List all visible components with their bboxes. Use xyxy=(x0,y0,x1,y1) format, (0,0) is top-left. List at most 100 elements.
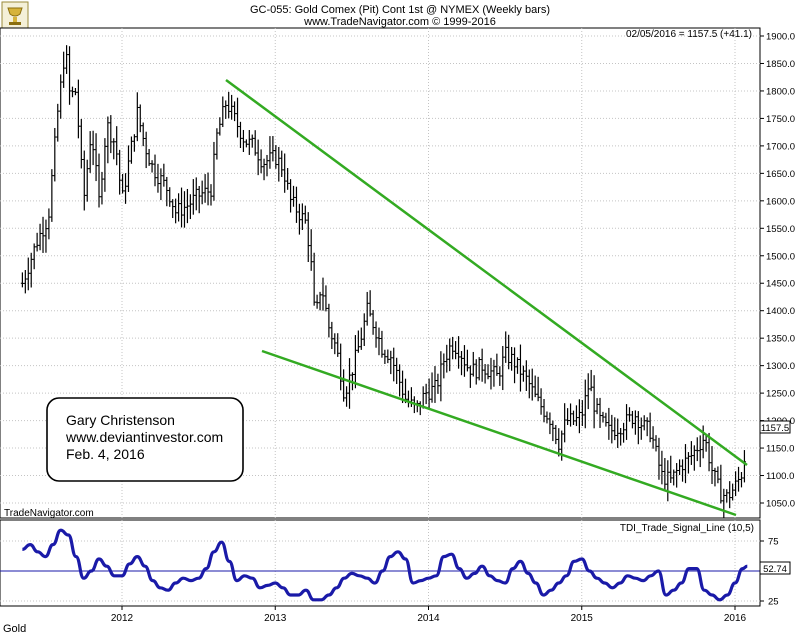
ohlc-bar xyxy=(548,412,552,435)
ohlc-bar xyxy=(315,294,319,309)
ohlc-bar xyxy=(371,309,375,335)
ohlc-bar xyxy=(480,348,484,382)
ohlc-bar xyxy=(342,369,346,402)
ohlc-bar xyxy=(400,370,405,404)
ohlc-bar xyxy=(182,191,187,228)
ohlc-bar xyxy=(725,489,729,503)
watermark-label: TradeNavigator.com xyxy=(4,508,94,519)
ohlc-bar xyxy=(59,74,63,119)
ohlc-bar xyxy=(94,133,98,182)
ohlc-bar xyxy=(380,330,384,358)
ohlc-bar xyxy=(504,331,508,363)
ohlc-bar xyxy=(262,158,266,181)
ohlc-bar xyxy=(174,198,178,224)
ohlc-bar xyxy=(312,252,316,306)
ohlc-bar xyxy=(165,176,169,207)
price-grid xyxy=(0,28,760,518)
ohlc-bar xyxy=(141,122,145,147)
indicator-panel: TDI_Trade_Signal_Line (10,5) 75 25 52.74 xyxy=(0,519,791,608)
ohlc-bar xyxy=(221,96,225,128)
ohlc-bar xyxy=(218,117,222,136)
price-tick-label: 1300.0 xyxy=(766,361,795,372)
ohlc-bar xyxy=(168,187,172,207)
ohlc-bar xyxy=(445,344,449,373)
ohlc-bar xyxy=(318,291,322,311)
ohlc-bar xyxy=(589,369,593,392)
ohlc-bar xyxy=(123,173,128,204)
ohlc-bar xyxy=(395,357,399,385)
ohlc-bar xyxy=(568,403,573,427)
ohlc-bar xyxy=(489,357,493,390)
upper-trendline xyxy=(225,78,748,467)
price-tick-label: 1350.0 xyxy=(766,334,795,345)
ohlc-bar xyxy=(156,163,160,193)
ohlc-bar xyxy=(159,168,163,201)
ohlc-bar xyxy=(197,186,201,214)
ohlc-bar xyxy=(120,173,125,194)
annotation-author: Gary Christenson xyxy=(66,412,175,428)
ohlc-bar xyxy=(677,459,682,476)
ohlc-bar xyxy=(686,452,691,474)
ohlc-bar xyxy=(300,203,304,231)
ohlc-bar xyxy=(621,422,626,443)
ohlc-bar xyxy=(206,172,210,206)
ohlc-bar xyxy=(403,378,408,404)
ohlc-bar xyxy=(309,229,313,271)
ohlc-bar xyxy=(713,467,717,487)
indicator-panel-frame xyxy=(0,519,761,607)
ohlc-bar xyxy=(147,148,151,166)
ohlc-bar xyxy=(232,101,237,122)
ohlc-bar xyxy=(607,407,611,440)
ohlc-bar xyxy=(733,471,738,496)
ohlc-bar xyxy=(604,412,608,427)
price-tick-label: 1250.0 xyxy=(766,389,795,400)
ohlc-bar xyxy=(515,357,520,374)
ohlc-bar xyxy=(454,341,458,360)
ohlc-bar xyxy=(200,180,204,205)
ohlc-bar xyxy=(85,159,89,202)
ohlc-bar xyxy=(176,193,181,222)
ohlc-bar xyxy=(253,130,257,156)
ohlc-bar xyxy=(439,351,443,402)
ohlc-bar xyxy=(235,97,240,138)
ohlc-bar xyxy=(533,375,537,398)
chart-title: GC-055: Gold Comex (Pit) Cont 1st @ NYME… xyxy=(250,4,550,16)
ohlc-bar xyxy=(112,138,116,160)
ohlc-bar xyxy=(41,216,45,253)
ohlc-bar xyxy=(179,187,184,228)
ohlc-bar xyxy=(704,434,708,452)
ohlc-bar xyxy=(583,379,587,429)
ohlc-bar xyxy=(680,459,685,482)
ohlc-bar xyxy=(38,223,42,251)
ohlc-bar xyxy=(47,208,51,240)
ohlc-bar xyxy=(118,149,122,195)
ohlc-bar xyxy=(103,138,107,192)
ohlc-bar xyxy=(498,366,502,386)
ohlc-bar xyxy=(433,366,437,403)
ohlc-bar xyxy=(26,257,30,291)
ohlc-bar xyxy=(44,219,48,253)
ohlc-bar xyxy=(185,188,190,224)
ohlc-bar xyxy=(462,345,467,377)
ohlc-bar xyxy=(144,131,148,169)
price-tick-label: 1900.0 xyxy=(766,32,795,43)
ohlc-bar xyxy=(56,103,60,142)
ohlc-bar xyxy=(695,437,699,462)
date-tick-label: 2016 xyxy=(724,613,747,624)
ohlc-bar xyxy=(459,351,464,376)
ohlc-bar xyxy=(212,141,216,201)
date-tick-label: 2012 xyxy=(111,613,134,624)
ohlc-bar xyxy=(689,441,693,465)
ohlc-bar xyxy=(595,398,599,415)
indicator-label-value: 52.74 xyxy=(763,564,787,575)
ohlc-bar xyxy=(592,375,596,429)
lower-trendline xyxy=(261,349,737,517)
price-label-box: 1157.5 xyxy=(759,420,791,434)
ohlc-bar xyxy=(521,365,525,382)
ohlc-bar xyxy=(663,458,667,491)
price-panel: 02/05/2016 = 1157.5 (+41.1) TradeNavigat… xyxy=(0,27,795,519)
price-tick-label: 1100.0 xyxy=(766,471,794,482)
ohlc-bar xyxy=(719,464,723,504)
ohlc-bar xyxy=(356,330,360,353)
ohlc-bar xyxy=(465,349,470,372)
